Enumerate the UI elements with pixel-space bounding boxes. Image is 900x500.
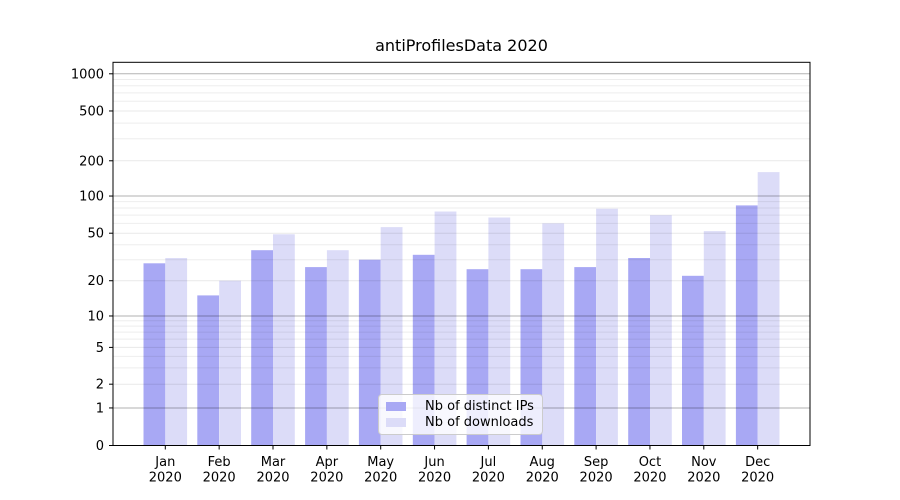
bar-downloads-mar bbox=[273, 234, 295, 446]
x-tick-label-mar: Mar bbox=[261, 455, 286, 470]
legend-item-distinct-ips: Nb of distinct IPs bbox=[386, 399, 534, 414]
bar-downloads-oct bbox=[650, 215, 672, 446]
bar-downloads-jun bbox=[434, 211, 457, 446]
bar-distinct-ips-sep bbox=[574, 267, 597, 446]
bar-distinct-ips-apr bbox=[305, 267, 327, 446]
legend-item-downloads: Nb of downloads bbox=[386, 415, 534, 430]
x-tick-year-may: 2020 bbox=[364, 471, 397, 486]
y-tick-label-1: 1 bbox=[96, 401, 104, 416]
bar-distinct-ips-mar bbox=[251, 250, 273, 446]
y-tick-label-50: 50 bbox=[87, 227, 104, 242]
x-tick-label-aug: Aug bbox=[530, 455, 555, 470]
legend-label-downloads: Nb of downloads bbox=[425, 415, 534, 430]
bar-downloads-dec bbox=[757, 172, 780, 446]
y-tick-label-10: 10 bbox=[87, 310, 104, 325]
legend-label-distinct-ips: Nb of distinct IPs bbox=[425, 399, 534, 414]
y-tick-label-1000: 1000 bbox=[71, 67, 104, 82]
bar-downloads-sep bbox=[596, 208, 618, 446]
x-tick-year-feb: 2020 bbox=[203, 471, 236, 486]
x-tick-label-dec: Dec bbox=[745, 455, 770, 470]
bar-downloads-may bbox=[380, 227, 403, 446]
x-tick-label-jun: Jun bbox=[423, 455, 444, 470]
y-tick-label-5: 5 bbox=[96, 341, 104, 356]
bar-downloads-jul bbox=[488, 217, 511, 446]
chart-legend: Nb of distinct IPs Nb of downloads bbox=[378, 394, 543, 435]
y-tick-label-2: 2 bbox=[96, 378, 104, 393]
bar-distinct-ips-may bbox=[358, 259, 381, 446]
y-tick-label-200: 200 bbox=[79, 154, 104, 169]
x-tick-label-apr: Apr bbox=[316, 455, 339, 470]
bar-downloads-apr bbox=[326, 250, 349, 446]
x-tick-year-jun: 2020 bbox=[418, 471, 451, 486]
bar-downloads-jan bbox=[165, 258, 188, 446]
x-tick-year-aug: 2020 bbox=[526, 471, 559, 486]
legend-swatch-distinct-ips bbox=[386, 402, 406, 411]
bar-distinct-ips-oct bbox=[628, 258, 650, 446]
bar-distinct-ips-feb bbox=[197, 295, 220, 446]
x-tick-year-sep: 2020 bbox=[580, 471, 613, 486]
bar-distinct-ips-dec bbox=[735, 205, 758, 446]
x-tick-year-jan: 2020 bbox=[149, 471, 182, 486]
y-tick-label-100: 100 bbox=[79, 190, 104, 205]
x-tick-label-jan: Jan bbox=[154, 455, 175, 470]
x-tick-year-oct: 2020 bbox=[633, 471, 666, 486]
plot-border bbox=[112, 61, 811, 447]
x-tick-label-feb: Feb bbox=[208, 455, 231, 470]
x-tick-year-apr: 2020 bbox=[310, 471, 343, 486]
bar-downloads-aug bbox=[542, 223, 565, 446]
x-tick-label-nov: Nov bbox=[691, 455, 717, 470]
x-tick-label-may: May bbox=[367, 455, 394, 470]
x-tick-label-oct: Oct bbox=[639, 455, 661, 470]
x-tick-year-nov: 2020 bbox=[687, 471, 720, 486]
x-tick-year-jul: 2020 bbox=[472, 471, 505, 486]
x-tick-label-sep: Sep bbox=[584, 455, 609, 470]
y-tick-label-500: 500 bbox=[79, 105, 104, 120]
bar-distinct-ips-nov bbox=[682, 275, 704, 446]
x-tick-label-jul: Jul bbox=[480, 455, 497, 470]
x-tick-year-mar: 2020 bbox=[256, 471, 289, 486]
bar-distinct-ips-jan bbox=[143, 263, 166, 446]
y-tick-label-20: 20 bbox=[87, 274, 104, 289]
x-tick-year-dec: 2020 bbox=[741, 471, 774, 486]
chart-title: antiProfilesData 2020 bbox=[375, 36, 548, 55]
bar-downloads-nov bbox=[703, 231, 726, 446]
legend-swatch-downloads bbox=[386, 418, 406, 427]
bar-downloads-feb bbox=[219, 280, 241, 446]
y-tick-label-0: 0 bbox=[96, 439, 104, 454]
